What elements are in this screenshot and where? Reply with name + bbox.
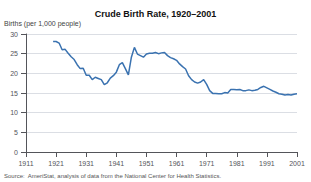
svg-text:25: 25 [10, 50, 18, 57]
svg-text:Births (per 1,000 people): Births (per 1,000 people) [4, 20, 81, 28]
svg-text:1931: 1931 [78, 160, 94, 167]
svg-text:30: 30 [10, 31, 18, 38]
svg-text:5: 5 [14, 129, 18, 136]
svg-text:1911: 1911 [18, 160, 33, 167]
svg-text:Crude Birth Rate, 1920–2001: Crude Birth Rate, 1920–2001 [95, 9, 217, 19]
svg-text:1951: 1951 [139, 160, 155, 167]
svg-text:10: 10 [10, 109, 18, 116]
svg-text:1941: 1941 [109, 160, 125, 167]
svg-text:0: 0 [14, 149, 18, 156]
svg-text:1961: 1961 [169, 160, 185, 167]
svg-text:Source: AmeriStat, analysis o: Source: AmeriStat, analysis of data from… [4, 173, 221, 179]
svg-text:20: 20 [10, 70, 18, 77]
svg-text:1981: 1981 [229, 160, 245, 167]
svg-text:1971: 1971 [199, 160, 215, 167]
svg-text:2001: 2001 [289, 160, 305, 167]
svg-text:15: 15 [10, 90, 18, 97]
svg-text:1921: 1921 [48, 160, 64, 167]
svg-text:1991: 1991 [259, 160, 275, 167]
